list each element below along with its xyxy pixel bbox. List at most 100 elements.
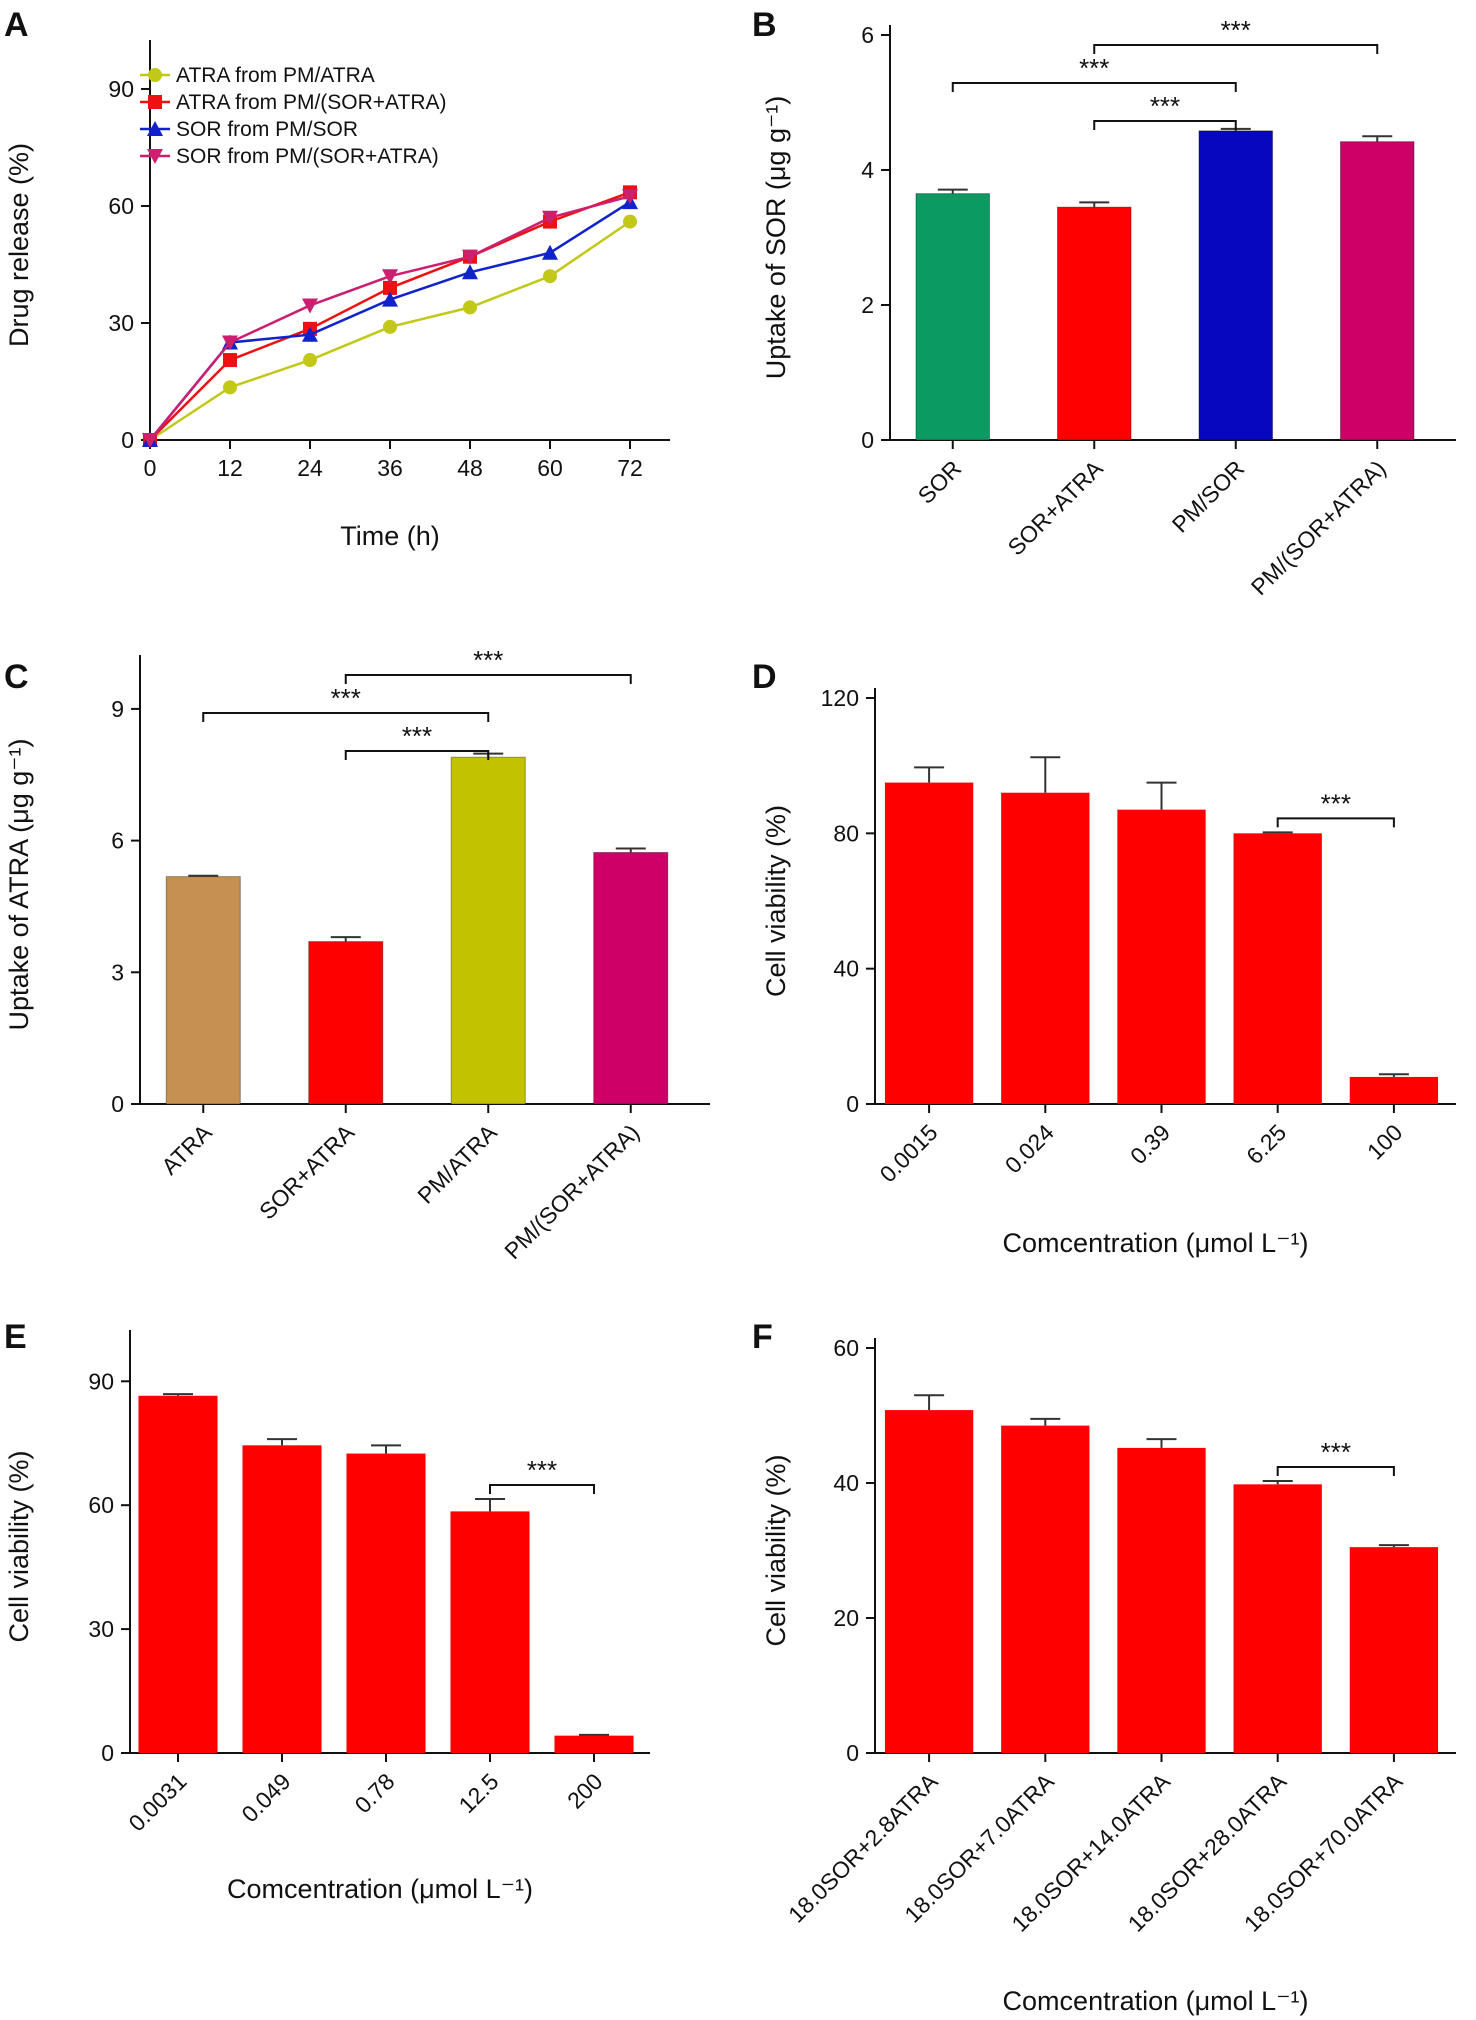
significance-bracket [344,674,632,684]
panel-letter-b: B [752,6,777,44]
series-4 [142,189,638,448]
y-axis-label: Uptake of ATRA (μg g⁻¹) [4,739,34,1031]
significance-bracket [344,750,490,760]
y-axis-label: Drug release (%) [4,143,34,347]
x-tick-label: 0.39 [1125,1119,1175,1169]
x-tick-label: SOR+ATRA [254,1119,360,1225]
significance-label: *** [402,721,432,751]
x-tick-label: 60 [537,455,563,481]
x-tick-label: 0.78 [349,1768,399,1818]
y-tick-label: 0 [121,427,134,453]
significance-label: *** [1221,15,1251,45]
data-point [542,244,558,260]
x-tick-label: 12 [217,455,243,481]
x-tick-label: PM/(SOR+ATRA) [499,1119,644,1264]
legend-entry: ATRA from PM/(SOR+ATRA) [176,91,447,114]
x-tick-label: ATRA [156,1119,217,1180]
data-point [543,269,557,284]
x-axis-label: Comcentration (μmol L⁻¹) [227,1874,533,1904]
x-tick-label: SOR [913,455,967,509]
bar [346,1453,426,1753]
data-point [463,300,477,315]
y-tick-label: 40 [833,956,859,982]
chart-panel-b: 0 2 4 6 Uptake of SOR (μg g⁻¹) SOR SOR+ATRA PM/… [752,6,1456,600]
bar [1117,809,1206,1104]
bar [1001,792,1090,1104]
panel-letter-f: F [752,1318,773,1356]
series-line [149,195,631,441]
significance-bracket [951,82,1237,92]
data-point [462,264,478,280]
x-tick-label: 0.049 [236,1768,295,1827]
x-tick-label: 48 [457,455,483,481]
bar [884,1410,974,1753]
y-tick-label: 20 [833,1605,859,1631]
significance-label: *** [1079,53,1109,83]
panel-letter-d: D [752,658,777,696]
y-axis-label: Cell viability (%) [4,1450,34,1642]
bar [450,756,526,1105]
panel-letter-c: C [4,658,29,696]
significance-brackets: *** [489,1455,595,1495]
y-tick-label: 30 [108,310,134,336]
legend-entry: ATRA from PM/ATRA [176,64,375,87]
bar [1001,1425,1090,1753]
y-tick-label: 6 [861,22,874,48]
y-tick-label: 2 [861,292,874,318]
significance-bracket [1093,44,1379,54]
legend: ATRA from PM/ATRA ATRA from PM/(SOR+ATRA)… [140,64,447,168]
x-tick-label: PM/(SOR+ATRA) [1246,455,1391,600]
significance-bracket [489,1484,595,1495]
y-tick-label: 80 [833,820,859,846]
y-tick-label: 60 [88,1492,114,1518]
bar [1233,1484,1322,1753]
axes-e: 0 30 60 90 Cell viability (%) 0.0031 0.049 0.78… [4,1330,650,1904]
y-tick-label: 4 [861,157,874,183]
y-tick-label: 0 [101,1740,114,1766]
data-point [303,353,317,368]
data-point [223,380,237,395]
series-1 [143,214,637,447]
significance-bracket [1276,817,1395,828]
legend-entry: SOR from PM/(SOR+ATRA) [176,145,439,168]
significance-label: *** [527,1455,557,1485]
y-tick-label: 0 [846,1740,859,1766]
data-point [147,121,163,136]
bar [1056,206,1132,441]
bar [593,851,669,1105]
x-tick-label: PM/SOR [1167,455,1250,538]
axes-d: 0 40 80 120 Cell viability (%) 0.0015 0.024 0.3… [761,685,1456,1258]
x-tick-label: 0.024 [1000,1119,1059,1178]
data-point [148,68,162,82]
data-point [223,353,237,368]
data-point [382,269,398,285]
data-point [148,95,162,109]
y-tick-label: 30 [88,1616,114,1642]
data-point [623,214,637,229]
data-point [147,149,163,164]
significance-label: *** [1150,91,1180,121]
x-tick-label: 100 [1362,1119,1408,1165]
data-point [302,298,318,314]
panel-letter-a: A [4,6,29,44]
data-point [383,319,397,334]
y-tick-label: 6 [111,828,124,854]
significance-label: *** [331,683,361,713]
significance-label: *** [1321,1437,1351,1467]
panel-letter-e: E [4,1318,27,1356]
significance-bracket [1276,1465,1395,1476]
bar [1117,1447,1206,1753]
bar [1233,833,1322,1104]
series-line [149,191,631,441]
x-tick-label: 12.5 [453,1768,503,1818]
x-tick-label: SOR+ATRA [1002,455,1108,561]
data-point [142,433,158,448]
x-tick-label: 0.0031 [123,1768,191,1836]
significance-bracket [202,712,490,722]
x-tick-label: 6.25 [1241,1119,1291,1169]
x-tick-label: 72 [617,455,643,481]
series-2 [143,185,637,447]
x-tick-label: 0 [144,455,157,481]
